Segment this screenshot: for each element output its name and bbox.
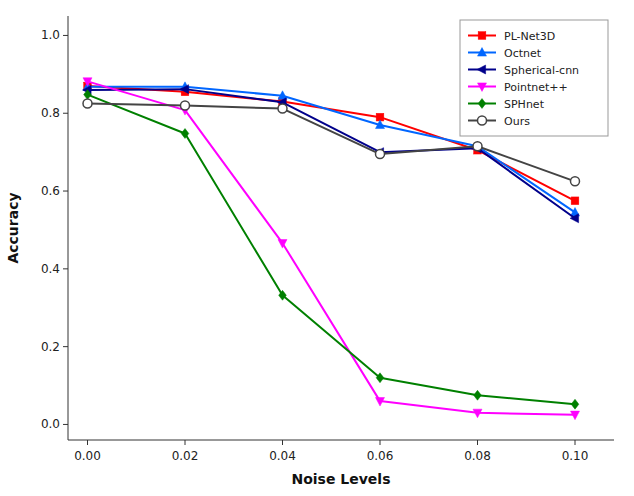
x-axis-line — [68, 440, 614, 441]
point-marker — [473, 409, 482, 418]
y-tick — [63, 268, 68, 269]
legend-marker — [478, 99, 486, 109]
series — [84, 82, 579, 204]
legend-label: Octnet — [504, 47, 542, 60]
legend-label: Pointnet++ — [504, 81, 568, 94]
point-marker — [376, 398, 385, 407]
point-marker — [181, 101, 190, 110]
series — [83, 85, 579, 223]
point-marker — [181, 129, 189, 139]
point-marker — [180, 85, 189, 94]
x-tick — [87, 440, 88, 445]
series — [84, 90, 579, 410]
axes: 0.00 0.02 0.04 0.06 0.08 0.10 0.0 0.2 0.4 0.6 0.8 1… — [41, 16, 614, 463]
point-marker — [474, 390, 482, 400]
point-marker — [570, 214, 579, 223]
y-tick — [63, 35, 68, 36]
point-marker — [376, 150, 385, 159]
legend-frame — [460, 20, 608, 136]
legend-marker — [478, 32, 486, 40]
point-marker — [571, 177, 580, 186]
y-tick-label: 0.4 — [41, 262, 60, 276]
x-tick-label: 0.00 — [74, 449, 101, 463]
x-tick — [282, 440, 283, 445]
y-tick-label: 0.0 — [41, 417, 60, 431]
point-marker — [84, 90, 92, 100]
series-line — [88, 95, 576, 405]
legend-item: Pointnet++ — [468, 81, 568, 94]
legend-label: SPHnet — [504, 98, 545, 111]
legend-marker — [478, 48, 487, 57]
x-axis-label: Noise Levels — [291, 471, 390, 487]
point-marker — [83, 99, 92, 108]
legend: PL-Net3D Octnet Spherical-cnn Pointnet++ SPH… — [460, 20, 608, 136]
point-marker — [279, 290, 287, 300]
point-marker — [376, 373, 384, 383]
point-marker — [473, 142, 482, 151]
legend-item: Spherical-cnn — [468, 64, 579, 77]
legend-label: PL-Net3D — [504, 30, 555, 43]
point-marker — [278, 104, 287, 113]
x-tick-label: 0.04 — [269, 449, 296, 463]
y-tick — [63, 113, 68, 114]
x-tick — [380, 440, 381, 445]
legend-marker — [478, 116, 487, 125]
x-tick — [575, 440, 576, 445]
point-marker — [376, 120, 385, 129]
y-tick-label: 0.8 — [41, 106, 60, 120]
chart: 0.00 0.02 0.04 0.06 0.08 0.10 0.0 0.2 0.4 0.6 0.8 1… — [0, 0, 634, 496]
legend-marker — [477, 65, 486, 74]
y-tick-label: 0.2 — [41, 340, 60, 354]
legend-item: Octnet — [468, 47, 542, 60]
point-marker — [571, 399, 579, 409]
point-marker — [473, 141, 482, 150]
x-tick-label: 0.06 — [367, 449, 394, 463]
point-marker — [571, 197, 579, 205]
y-tick — [63, 346, 68, 347]
legend-marker — [478, 83, 487, 92]
legend-item: Ours — [468, 115, 530, 128]
point-marker — [278, 240, 287, 249]
x-tick-label: 0.10 — [562, 449, 589, 463]
x-tick-label: 0.08 — [464, 449, 491, 463]
y-tick — [63, 424, 68, 425]
legend-label: Spherical-cnn — [504, 64, 579, 77]
y-axis-label: Accuracy — [5, 192, 21, 263]
y-tick-label: 1.0 — [41, 28, 60, 42]
x-tick-label: 0.02 — [172, 449, 199, 463]
x-tick — [185, 440, 186, 445]
y-axis-line — [68, 16, 69, 440]
legend-label: Ours — [504, 115, 530, 128]
y-tick-label: 0.6 — [41, 184, 60, 198]
point-marker — [571, 411, 580, 420]
legend-item: SPHnet — [468, 98, 545, 111]
y-tick — [63, 191, 68, 192]
x-tick — [477, 440, 478, 445]
legend-item: PL-Net3D — [468, 30, 555, 43]
point-marker — [83, 78, 92, 87]
